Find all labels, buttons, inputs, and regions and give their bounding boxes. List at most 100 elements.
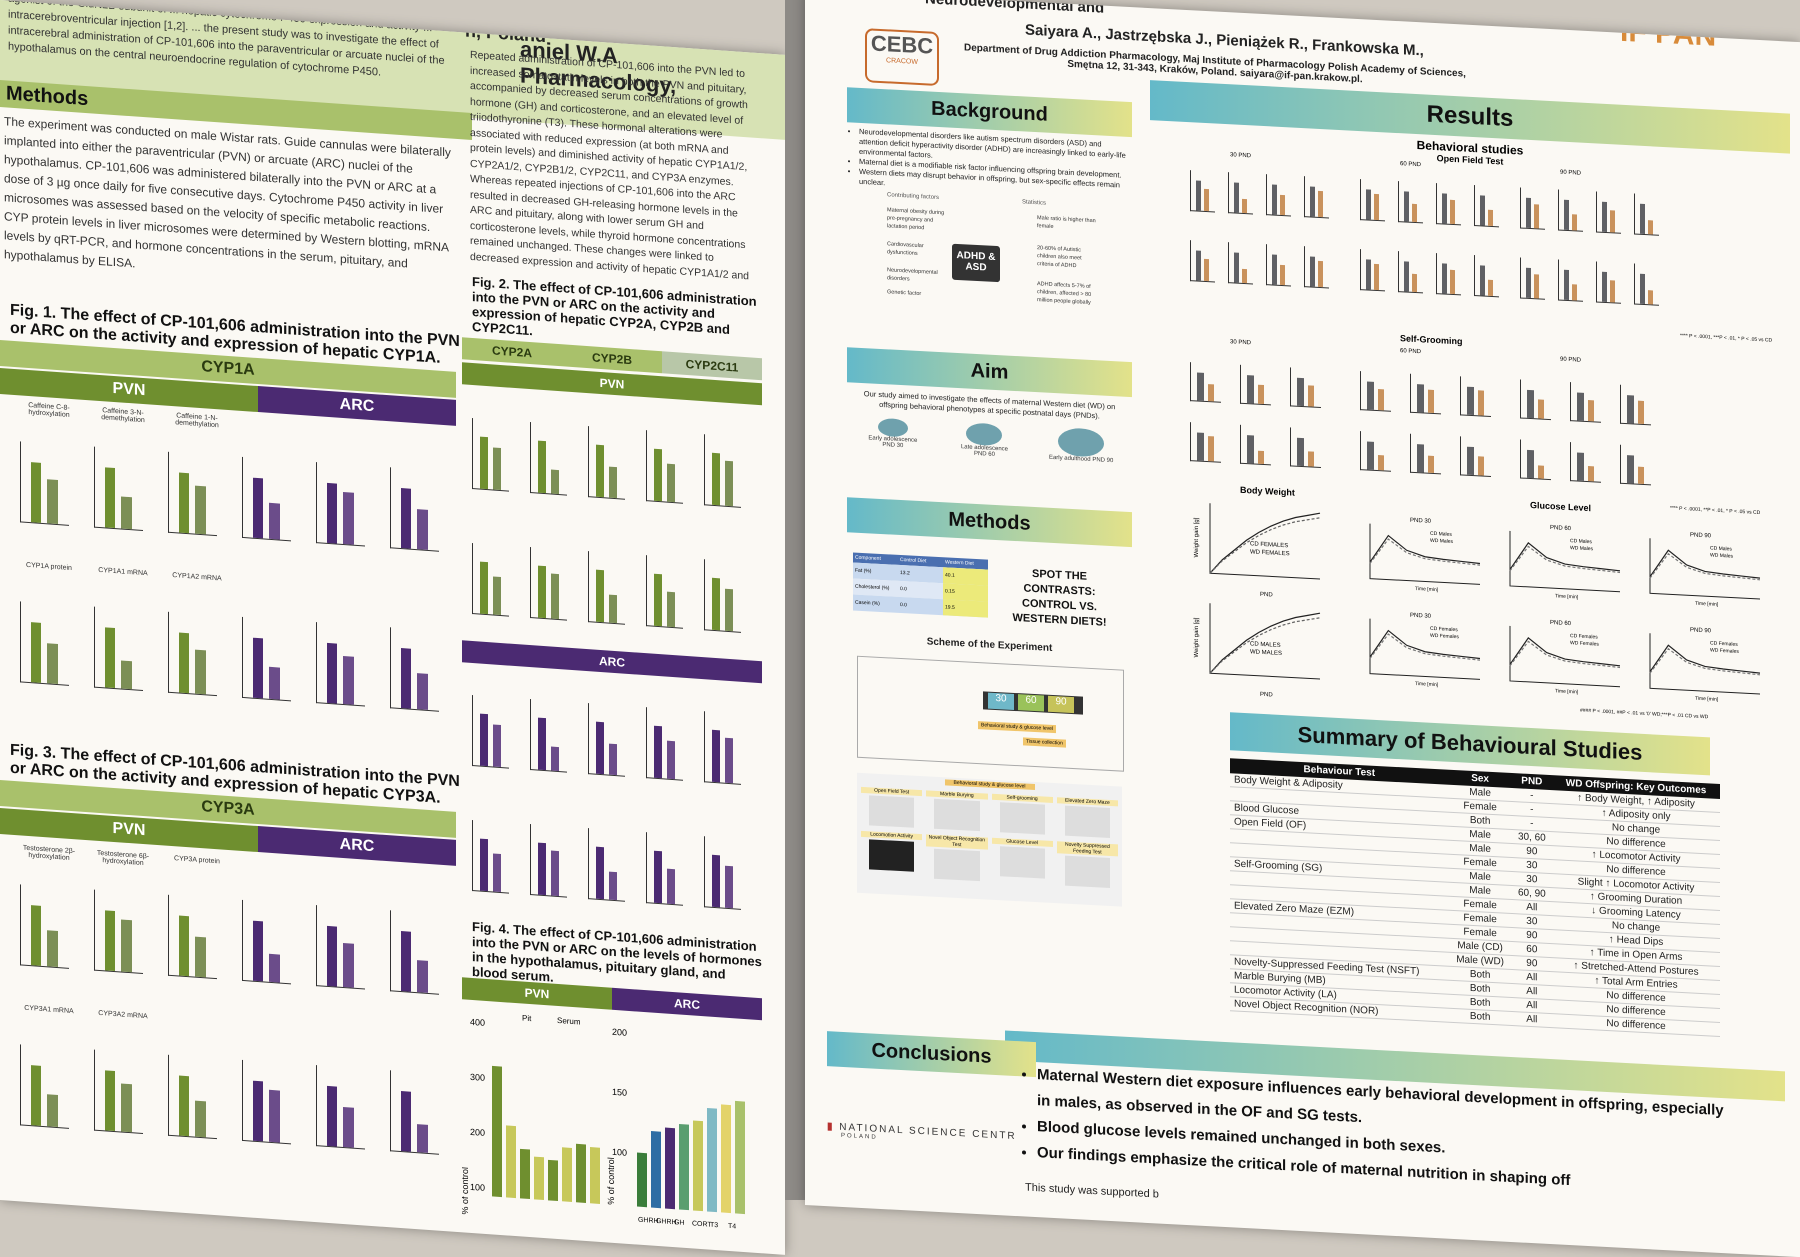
control-bar [1197,432,1204,461]
control-bar [400,1091,412,1152]
treatment-bar [1637,400,1645,424]
mini-bar-chart [242,616,291,702]
mini-chart-label: Caffeine C-8-hydroxylation [28,401,70,419]
glucose-legend: CD Males [1710,545,1732,552]
treatment-bar [724,865,733,909]
control-bar [712,854,721,908]
mini-bar-chart: CYP3A protein [168,855,220,980]
cd-weight-line [1209,512,1321,574]
mini-bar-chart [242,456,291,542]
glucose-pnd-label: PND 30 [1410,518,1432,525]
control-bar [1195,180,1202,211]
fig4-bar-chart: 400 300 200 100 200 150 100 Pit Serum % of contro… [460,1014,745,1230]
fig4-serum-label: Serum [557,1016,581,1027]
mini-bar-chart [316,905,365,990]
mini-bar-chart [1360,249,1385,292]
summary-cell: Both [1448,1008,1512,1026]
apparatus-icon [869,839,915,872]
stage-early-adolescence: Early adolescence PND 30 [863,417,923,454]
control-bar [1527,449,1534,479]
nsc-logo: ▮ NATIONAL SCIENCE CENTR POLAND [827,1121,1017,1148]
methods-title: Methods [6,82,89,111]
control-bar [480,436,489,490]
treatment-bar [666,463,675,503]
cd-glucose-line [1649,644,1761,674]
treatment-bar [121,496,132,530]
diagram-right-item: 20-60% of Autistic children also meet cr… [1037,245,1082,270]
treatment-bar [1242,268,1248,284]
conclusions-section: Conclusions Maternal Western diet exposu… [805,1020,1800,1257]
mini-bar-chart: CYP3A1 mRNA [20,1005,74,1129]
weight-y-axis: Weight gain [g] [1194,617,1200,658]
fig4-arc-category: T3 [710,1222,718,1230]
control-bar [1297,437,1304,467]
treatment-bar [343,656,354,705]
summary-body: Body Weight & Adiposity Male - ↑ Body Weigh… [1230,773,1720,1037]
glucose-legend: CD Females [1710,640,1738,647]
glucose-pnd-label: PND 90 [1690,627,1712,634]
wd-glucose-line [1369,633,1481,661]
glucose-legend: WD Males [1430,538,1454,545]
chart-axis [1649,538,1760,600]
treatment-bar [269,953,280,983]
treatment-bar [1307,451,1315,467]
treatment-bar [608,466,617,499]
diagram-left-item: Genetic factor [887,289,922,298]
mini-bar-chart [1558,189,1583,232]
diagram-right-item: Male ratio is higher than female [1037,215,1096,231]
treatment-bar [1587,465,1595,482]
mini-bar-chart [1360,371,1391,412]
weight-x-axis: PND [1260,592,1273,599]
pnd-label: 90 PND [1560,169,1582,177]
mini-bar-chart [1304,246,1329,289]
mini-bar-chart [704,434,741,508]
control-bar [400,488,412,549]
stage-late-adolescence: Late adolescence PND 60 [954,422,1014,459]
mini-bar-chart [1266,174,1291,217]
methods-text: The experiment was conducted on male Wis… [4,114,451,271]
cd-weight-line [1209,612,1321,674]
treatment-bar [608,871,617,901]
sig-note-4: #### P < .0001, ##P < .01 vs '0' WD;***P… [1580,707,1709,721]
mini-bar-chart [1410,373,1441,415]
treatment-bar [1412,273,1418,293]
fig4-pvn-bar [562,1147,572,1202]
mini-bar-chart [390,1070,439,1155]
treatment-bar [343,943,354,988]
control-bar [480,713,489,767]
fig4-arc-bar [735,1100,745,1215]
treatment-bar [1280,194,1286,216]
sig-note-2: **** P < .0001, **P < .01, * P < .05 vs … [1670,505,1761,517]
diagram-left-item: Maternal obesity during pre-pregnancy an… [887,207,945,232]
treatment-bar [1587,400,1595,422]
apparatus-icon [869,795,915,828]
mouse-icon [877,417,908,438]
treatment-bar [1450,199,1456,225]
mini-bar-chart [1436,253,1461,296]
test-label: Novelty Suppressed Feeding Test [1056,841,1118,857]
treatment-bar [1537,399,1545,419]
treatment-bar [121,660,132,690]
treatment-bar [1257,384,1265,405]
mini-chart-label: Testosterone 6β-hydroxylation [96,849,150,868]
mini-bar-chart [168,1054,217,1140]
treatment-bar [550,746,559,772]
control-bar [1479,265,1486,296]
control-bar [1563,199,1570,231]
cyp2a-band: CYP2A [462,337,562,367]
fig4-arc-bar [679,1123,689,1211]
control-bar [104,1070,116,1132]
treatment-bar [195,649,206,695]
control-bar [712,452,721,506]
mini-bar-chart [704,711,741,785]
treatment-bar [195,936,206,978]
treatment-bar [1374,263,1380,291]
mini-bar-chart [1634,263,1659,306]
mini-bar-chart [316,462,365,547]
background-bullets: Neurodevelopmental disorders like autism… [859,127,1132,201]
self-grooming-charts: 30 PND 60 PND 90 PND [1150,335,1790,509]
control-bar [252,477,264,539]
mini-bar-chart: Caffeine 3-N-demethylation [94,407,145,531]
treatment-bar [1204,188,1210,212]
